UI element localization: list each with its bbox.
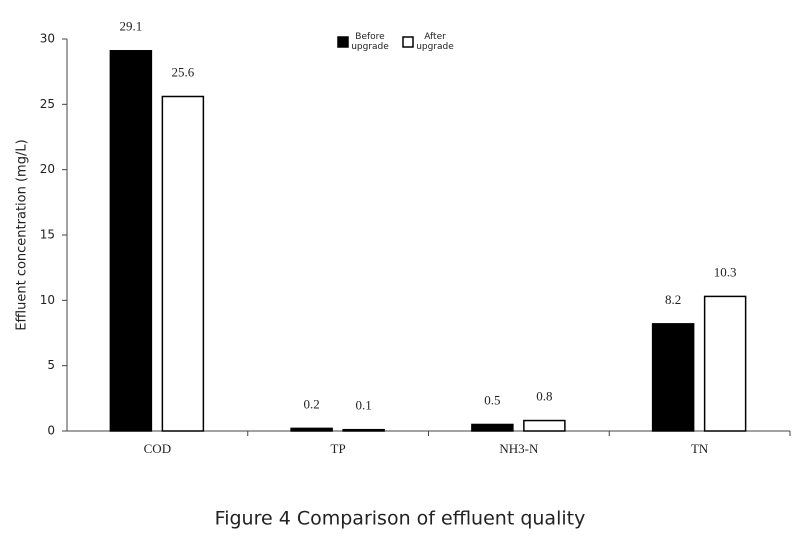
- y-tick-label: 15: [40, 228, 55, 242]
- bar: [109, 50, 153, 432]
- data-label: 0.8: [536, 389, 552, 404]
- y-axis-label: Effluent concentration (mg/L): [15, 139, 30, 330]
- data-label: 10.3: [714, 264, 737, 279]
- bar: [342, 428, 385, 432]
- x-tick-label: TP: [331, 441, 346, 456]
- chart-title: Figure 4 Comparison of effluent quality: [215, 508, 586, 530]
- x-tick-label: COD: [144, 441, 171, 456]
- y-tick-label: 25: [40, 97, 55, 111]
- legend-label: Before upgrade: [351, 32, 389, 52]
- y-tick-label: 30: [40, 32, 55, 46]
- y-tick-label: 10: [40, 293, 55, 307]
- bar: [523, 419, 566, 432]
- bar: [471, 423, 514, 432]
- legend-item: Before upgrade: [351, 32, 389, 52]
- bar: [651, 323, 695, 432]
- data-label: 8.2: [665, 292, 681, 307]
- bar: [703, 295, 747, 432]
- data-label: 25.6: [172, 64, 195, 79]
- data-label: 0.5: [484, 392, 500, 407]
- y-tick-label: 0: [47, 424, 55, 438]
- y-tick-label: 20: [40, 162, 55, 176]
- data-label: 29.1: [120, 19, 143, 34]
- x-tick-label: NH3-N: [499, 441, 539, 456]
- legend-label: After upgrade: [416, 32, 454, 52]
- data-label: 0.2: [304, 396, 320, 411]
- data-label: 0.1: [356, 398, 372, 413]
- legend-item: After upgrade: [416, 32, 454, 52]
- y-tick-label: 5: [47, 358, 55, 372]
- bar: [290, 427, 333, 432]
- legend-swatch: [402, 36, 414, 48]
- bar: [161, 95, 205, 432]
- x-tick-label: TN: [691, 441, 709, 456]
- legend-swatch: [337, 36, 349, 48]
